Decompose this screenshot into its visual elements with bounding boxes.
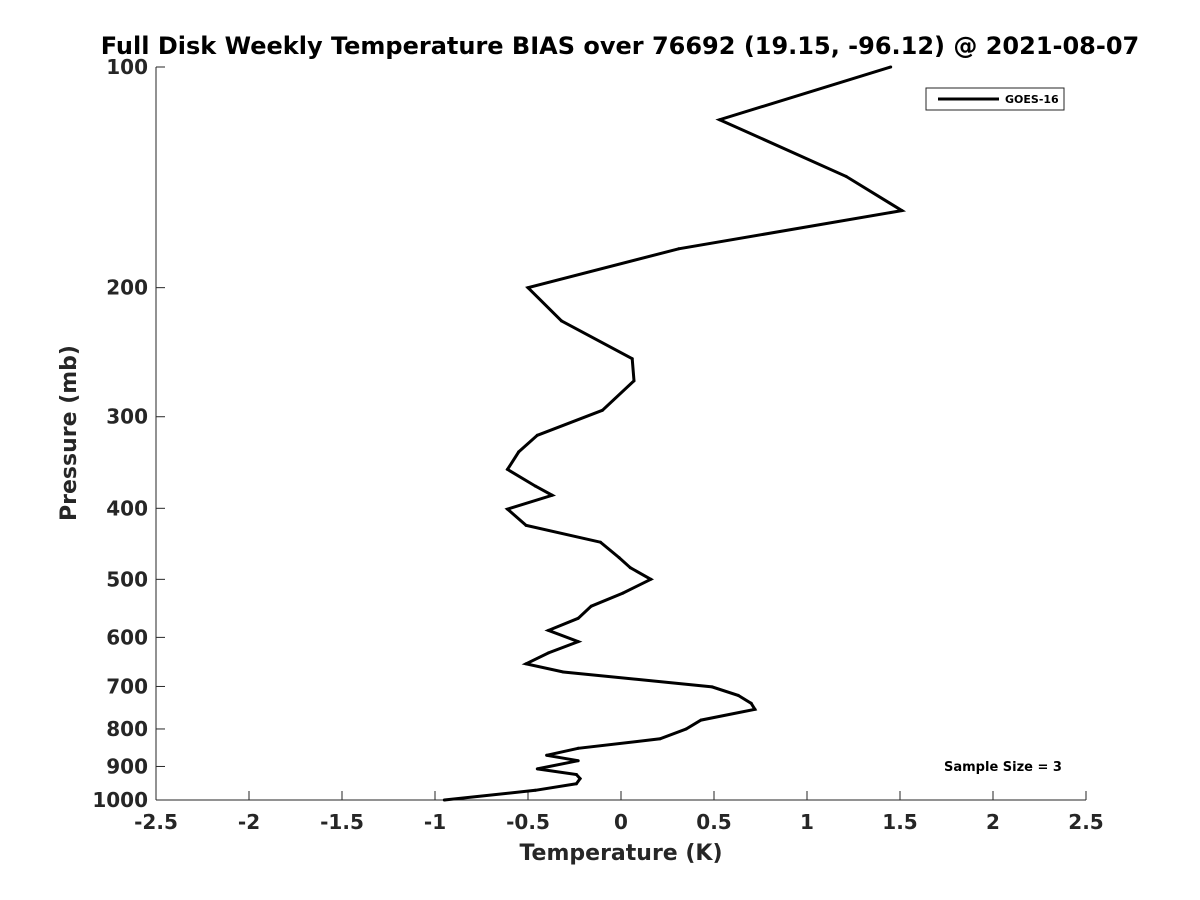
y-tick-label: 800 <box>106 717 148 741</box>
data-point <box>900 209 904 213</box>
data-point <box>545 753 549 757</box>
data-point <box>576 759 580 763</box>
data-point <box>517 450 521 454</box>
x-tick-label: 1 <box>800 810 814 834</box>
sample-size-annotation: Sample Size = 3 <box>944 760 1062 775</box>
y-axis-label: Pressure (mb) <box>57 345 82 521</box>
x-tick-label: 0 <box>614 810 628 834</box>
x-ticks: -2.5 -2 -1.5 -1 -0.5 0 0.5 1 1.5 2 2.5 <box>134 791 1104 834</box>
data-point <box>574 773 578 776</box>
data-point <box>599 540 602 544</box>
data-point <box>550 493 554 497</box>
y-tick-label: 300 <box>106 405 148 429</box>
data-point <box>600 408 604 412</box>
data-point <box>578 777 582 781</box>
data-point <box>576 746 580 750</box>
data-point <box>699 718 703 722</box>
data-point <box>621 591 625 595</box>
data-point <box>736 693 740 697</box>
data-point <box>628 566 632 570</box>
y-tick-label: 900 <box>106 754 148 778</box>
y-tick-label: 400 <box>106 496 148 520</box>
data-point <box>753 707 757 711</box>
x-tick-label: -2.5 <box>134 810 178 834</box>
data-point <box>617 556 621 560</box>
series-points <box>442 65 904 802</box>
x-tick-label: 0.5 <box>696 810 731 834</box>
data-point <box>524 662 528 666</box>
data-point <box>710 685 714 689</box>
data-point <box>718 118 722 122</box>
data-point <box>632 379 636 383</box>
data-point <box>649 577 653 581</box>
data-point <box>547 628 550 632</box>
data-point <box>749 701 753 705</box>
data-point <box>547 651 550 655</box>
data-point <box>533 788 537 792</box>
legend: GOES-16 <box>925 87 1065 111</box>
data-point <box>677 247 681 251</box>
x-axis-label: Temperature (K) <box>519 841 722 866</box>
data-point <box>889 65 893 69</box>
data-point <box>533 484 537 488</box>
data-point <box>506 507 509 511</box>
data-point <box>589 604 593 608</box>
x-tick-label: -2 <box>238 810 260 834</box>
y-tick-label: 200 <box>106 276 148 300</box>
y-tick-label: 500 <box>106 567 148 591</box>
chart-title: Full Disk Weekly Temperature BIAS over 7… <box>101 32 1140 60</box>
x-tick-label: -0.5 <box>506 810 550 834</box>
x-tick-label: 1.5 <box>882 810 917 834</box>
data-point <box>658 737 662 741</box>
data-point <box>560 319 563 323</box>
axes <box>155 67 1086 801</box>
data-point <box>844 174 848 178</box>
legend-entry-goes-16: GOES-16 <box>1005 93 1059 106</box>
data-point <box>630 357 634 361</box>
series-line-goes-16 <box>444 65 907 802</box>
y-tick-label: 600 <box>106 625 148 649</box>
data-point <box>535 767 539 771</box>
x-tick-label: 2 <box>986 810 1000 834</box>
data-point <box>506 467 509 471</box>
data-point <box>576 640 580 644</box>
data-point <box>442 798 446 802</box>
x-tick-label: -1.5 <box>320 810 364 834</box>
data-point <box>576 616 580 620</box>
data-point <box>526 286 530 290</box>
y-tick-label: 700 <box>106 674 148 698</box>
data-point <box>561 670 565 674</box>
y-tick-label: 1000 <box>92 788 148 812</box>
x-tick-label: 2.5 <box>1068 810 1103 834</box>
x-tick-label: -1 <box>424 810 446 834</box>
data-point <box>524 523 528 527</box>
data-point <box>535 433 539 437</box>
data-point <box>684 727 688 731</box>
y-ticks: 100 200 300 400 500 600 700 800 900 1000 <box>92 55 165 812</box>
data-point <box>574 782 578 786</box>
y-tick-label: 100 <box>106 55 148 79</box>
